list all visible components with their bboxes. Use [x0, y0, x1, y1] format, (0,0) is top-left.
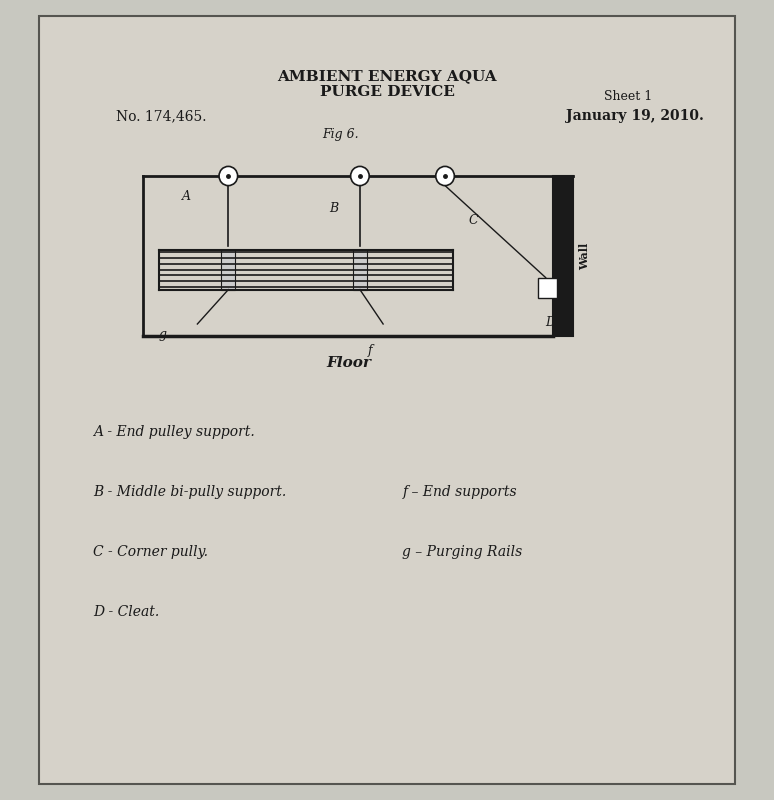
Text: A - End pulley support.: A - End pulley support.	[93, 425, 255, 439]
Text: f: f	[368, 344, 372, 357]
Text: f – End supports: f – End supports	[402, 485, 517, 499]
Text: B - Middle bi-pully support.: B - Middle bi-pully support.	[93, 485, 286, 499]
Text: Floor: Floor	[326, 356, 371, 370]
Bar	[538, 278, 557, 298]
Text: No. 174,465.: No. 174,465.	[116, 109, 207, 123]
Text: C - Corner pully.: C - Corner pully.	[93, 545, 208, 559]
Text: PURGE DEVICE: PURGE DEVICE	[320, 85, 454, 99]
Text: g – Purging Rails: g – Purging Rails	[402, 545, 522, 559]
Bar	[553, 176, 573, 336]
Circle shape	[436, 166, 454, 186]
Text: C: C	[468, 214, 478, 227]
Text: January 19, 2010.: January 19, 2010.	[566, 109, 704, 123]
Bar	[353, 250, 367, 290]
Bar	[221, 250, 235, 290]
Text: D - Cleat.: D - Cleat.	[93, 605, 159, 619]
Text: Wall: Wall	[579, 242, 590, 270]
Text: g: g	[159, 328, 166, 341]
Text: AMBIENT ENERGY AQUA: AMBIENT ENERGY AQUA	[277, 69, 497, 83]
Text: A: A	[182, 190, 191, 203]
Text: D: D	[546, 315, 556, 329]
Circle shape	[219, 166, 238, 186]
Text: Fig 6.: Fig 6.	[322, 128, 359, 141]
Text: Sheet 1: Sheet 1	[604, 90, 652, 102]
Text: B: B	[329, 202, 338, 215]
Circle shape	[351, 166, 369, 186]
